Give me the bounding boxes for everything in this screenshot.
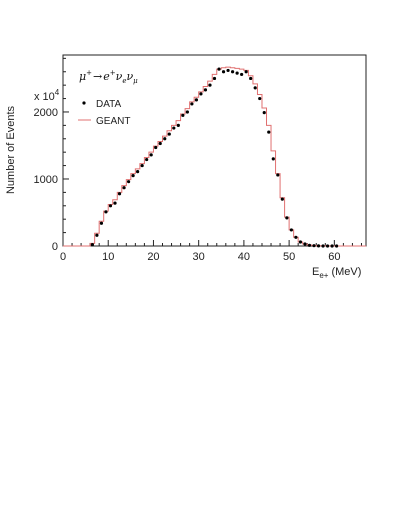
data-point [335, 244, 339, 248]
data-point [158, 141, 162, 146]
legend-data-marker [82, 101, 86, 105]
x-tick-label: 60 [328, 251, 340, 263]
data-point [190, 102, 194, 106]
data-point [95, 233, 99, 237]
x-axis-label-main: E [312, 266, 319, 278]
data-point [271, 157, 275, 161]
data-point [285, 216, 289, 220]
data-point [126, 180, 131, 184]
data-point [235, 71, 239, 75]
data-point [289, 228, 293, 232]
x-tick-label: 30 [193, 251, 205, 263]
x-tick-label: 50 [283, 251, 295, 263]
data-point [203, 88, 208, 92]
annot-nu2: ν [126, 70, 133, 83]
plot-frame [62, 54, 367, 247]
data-point [298, 240, 303, 244]
y-axis-label: Number of Events [5, 105, 17, 194]
data-point [113, 201, 117, 205]
data-point [244, 70, 248, 74]
x-axis-label-unit: (MeV) [331, 266, 361, 278]
data-point [199, 92, 203, 96]
data-point [99, 221, 104, 225]
y-tick-label: 2000 [34, 107, 58, 119]
data-point [253, 86, 257, 90]
legend-data-label: DATA [96, 99, 122, 110]
series-geant-line [63, 66, 366, 247]
data-point [226, 68, 230, 73]
data-point [321, 244, 325, 248]
x-axis-label-subscript: e+ [319, 271, 328, 280]
data-point [303, 242, 307, 246]
series-data-points [90, 67, 339, 248]
x-tick-label: 0 [60, 251, 66, 263]
data-point [149, 153, 153, 157]
data-point [208, 83, 212, 87]
y-multiplier-exponent: 4 [55, 88, 60, 97]
data-point [136, 170, 140, 174]
data-point [325, 244, 330, 248]
data-point [267, 130, 271, 134]
data-point [163, 137, 167, 141]
data-point [122, 186, 126, 190]
data-point [212, 76, 217, 81]
data-point [131, 174, 135, 178]
data-point [181, 113, 185, 117]
data-point [280, 197, 284, 201]
data-point [294, 235, 298, 239]
y-tick-label: 0 [52, 241, 58, 253]
data-point [307, 243, 312, 247]
data-point [154, 145, 158, 150]
annot-nu2-sub: μ [133, 77, 138, 85]
data-point [330, 244, 334, 248]
annot-e: e [103, 70, 110, 83]
data-point [145, 157, 149, 162]
data-point [108, 204, 113, 208]
data-point [167, 132, 171, 136]
data-point [172, 126, 176, 130]
data-point [258, 96, 262, 101]
annot-mu: μ [79, 70, 86, 83]
y-multiplier-base: x 10 [34, 91, 55, 103]
data-point [240, 72, 244, 77]
data-point [217, 67, 221, 71]
x-tick-label: 20 [147, 251, 159, 263]
annot-mu-sup: + [86, 69, 92, 77]
x-axis-label: Ee+ (MeV) [312, 266, 361, 280]
y-tick-label: 1000 [34, 174, 58, 186]
annot-e-sup: + [110, 69, 116, 77]
data-point [276, 173, 280, 177]
data-point [104, 210, 108, 214]
data-point [90, 243, 94, 247]
data-point [316, 244, 321, 248]
data-point [312, 244, 316, 248]
data-point [117, 192, 122, 196]
x-tick-label: 10 [102, 251, 114, 263]
y-multiplier: x 104 [34, 88, 60, 103]
process-annotation: μ+→e+νeνμ [79, 69, 138, 85]
data-point [249, 76, 253, 81]
data-point [140, 163, 144, 168]
annot-nu1: ν [116, 70, 123, 83]
annot-nu1-sub: e [122, 77, 126, 85]
legend-geant-label: GEANT [96, 116, 130, 127]
data-point [185, 110, 189, 114]
y-axis: 0 1000 2000 [34, 57, 69, 253]
annot-arrow: → [93, 70, 102, 83]
data-point [221, 70, 226, 74]
legend: DATA GEANT [78, 99, 130, 127]
data-point [194, 98, 199, 102]
data-point [262, 111, 266, 115]
x-tick-label: 40 [238, 251, 250, 263]
data-point [176, 123, 180, 127]
x-axis: 0 10 20 30 40 50 60 [60, 240, 362, 263]
data-point [230, 70, 235, 74]
